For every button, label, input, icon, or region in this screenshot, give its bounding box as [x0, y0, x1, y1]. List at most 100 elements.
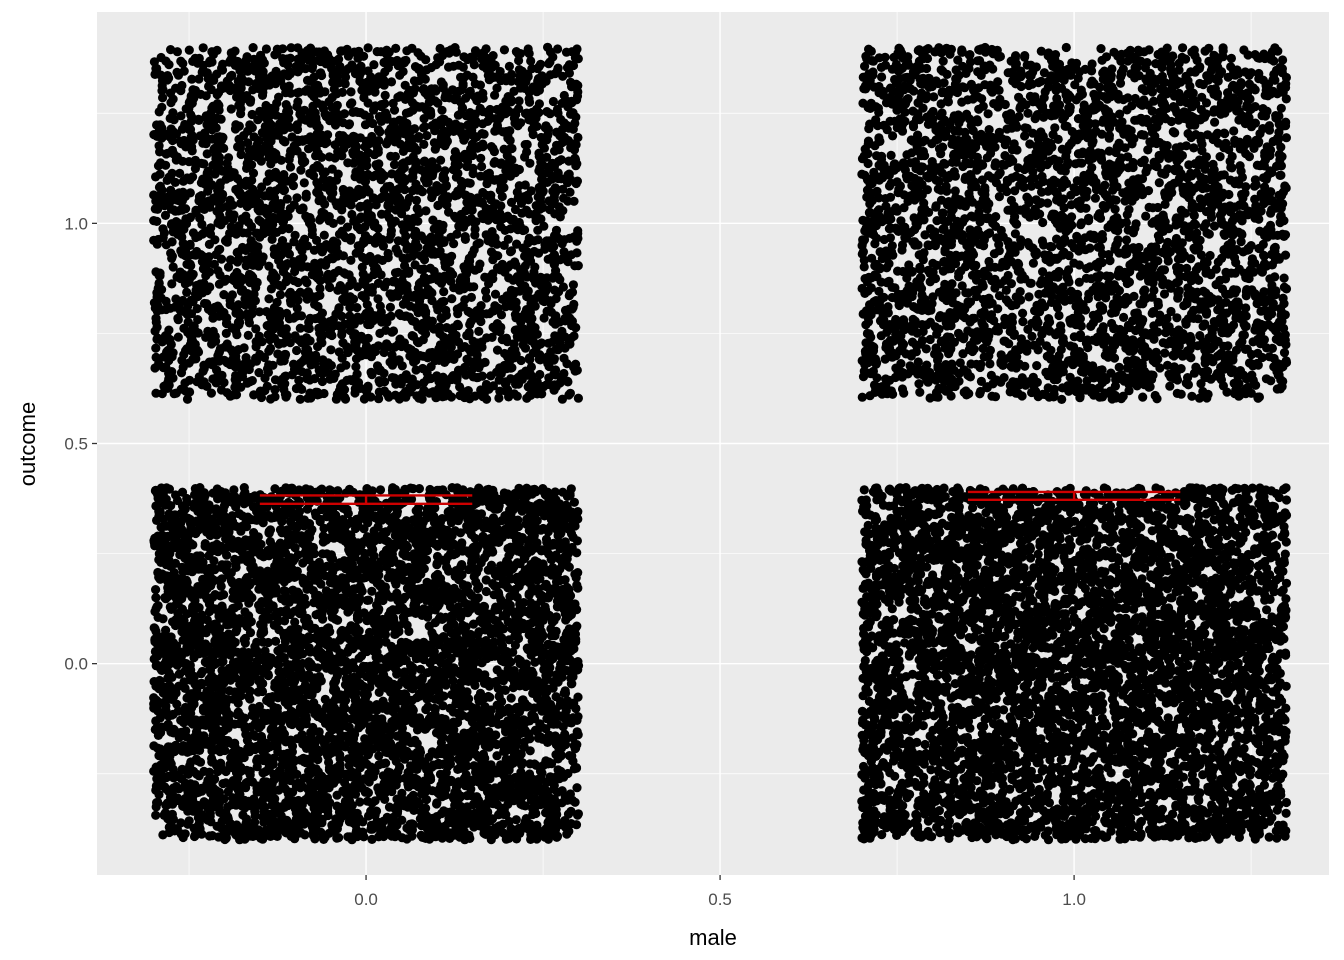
data-point	[257, 337, 267, 347]
data-point	[245, 97, 255, 107]
data-point	[457, 103, 468, 113]
data-point	[514, 164, 525, 175]
data-point	[492, 83, 502, 93]
data-point	[505, 135, 515, 146]
data-point	[326, 345, 336, 355]
data-point	[543, 129, 553, 140]
data-point	[465, 256, 475, 266]
data-point	[278, 136, 288, 146]
data-point	[357, 262, 367, 272]
data-point	[254, 188, 264, 199]
data-point	[472, 305, 483, 316]
data-point	[202, 149, 212, 159]
data-point	[296, 338, 307, 348]
data-point	[236, 139, 246, 150]
data-point	[506, 224, 516, 234]
data-point	[397, 159, 407, 169]
data-point	[407, 331, 417, 341]
data-point	[212, 148, 222, 158]
data-point	[421, 55, 431, 65]
data-point	[448, 332, 458, 342]
data-point	[317, 376, 327, 387]
data-point	[364, 187, 374, 197]
data-point	[523, 382, 533, 392]
data-point	[359, 394, 369, 404]
data-point	[341, 66, 351, 76]
data-point	[385, 181, 395, 191]
data-point	[355, 334, 365, 344]
data-point	[314, 55, 324, 65]
data-point	[386, 311, 396, 321]
data-point	[929, 92, 939, 102]
data-point	[514, 181, 524, 191]
data-point	[364, 234, 374, 245]
data-point	[202, 299, 212, 309]
data-point	[190, 85, 201, 96]
data-point	[164, 73, 174, 83]
data-point	[567, 82, 577, 92]
data-point	[454, 285, 464, 295]
data-point	[330, 369, 340, 379]
data-point	[440, 391, 450, 401]
data-point	[382, 45, 392, 55]
data-point	[152, 216, 162, 226]
data-point	[553, 44, 563, 54]
data-point	[433, 200, 444, 210]
data-point	[525, 355, 535, 365]
data-point	[337, 327, 347, 337]
data-point	[186, 261, 196, 271]
data-point	[1172, 388, 1182, 398]
data-point	[154, 141, 164, 151]
data-point	[262, 364, 273, 374]
data-point	[214, 87, 224, 98]
data-point	[435, 246, 445, 256]
data-point	[469, 245, 479, 255]
data-point	[562, 178, 573, 188]
data-point	[287, 132, 297, 142]
data-point	[556, 155, 566, 165]
data-point	[322, 137, 332, 147]
data-point	[388, 134, 398, 144]
data-point	[319, 230, 329, 240]
data-point	[499, 45, 509, 55]
data-point	[522, 147, 532, 157]
data-point	[525, 158, 535, 168]
data-point	[305, 43, 316, 53]
data-point	[177, 249, 187, 259]
data-point	[529, 246, 539, 257]
data-point	[553, 63, 563, 73]
data-point	[446, 45, 456, 55]
data-point	[1187, 391, 1197, 401]
data-point	[285, 204, 295, 214]
data-point	[538, 382, 549, 392]
data-point	[289, 359, 299, 369]
data-point	[382, 339, 392, 349]
data-point	[271, 110, 281, 120]
data-point	[244, 151, 254, 161]
data-point	[470, 109, 480, 119]
data-point	[390, 151, 400, 162]
data-point	[205, 56, 215, 66]
data-point	[399, 237, 410, 247]
data-point	[476, 153, 486, 163]
data-point	[254, 368, 264, 378]
data-point	[470, 339, 480, 349]
data-point	[550, 183, 560, 193]
data-point	[165, 113, 175, 123]
data-point	[150, 326, 160, 336]
data-point	[374, 159, 384, 169]
data-point	[325, 282, 335, 293]
data-point	[262, 108, 272, 118]
data-point	[456, 176, 466, 186]
data-point	[296, 165, 306, 175]
data-point	[328, 188, 338, 198]
data-point	[363, 43, 373, 53]
data-point	[465, 282, 475, 292]
data-point	[312, 292, 322, 302]
data-point	[415, 102, 425, 112]
data-point	[565, 233, 575, 243]
data-point	[541, 282, 551, 292]
data-point	[542, 236, 552, 246]
data-point	[173, 315, 183, 325]
data-point	[377, 317, 387, 327]
